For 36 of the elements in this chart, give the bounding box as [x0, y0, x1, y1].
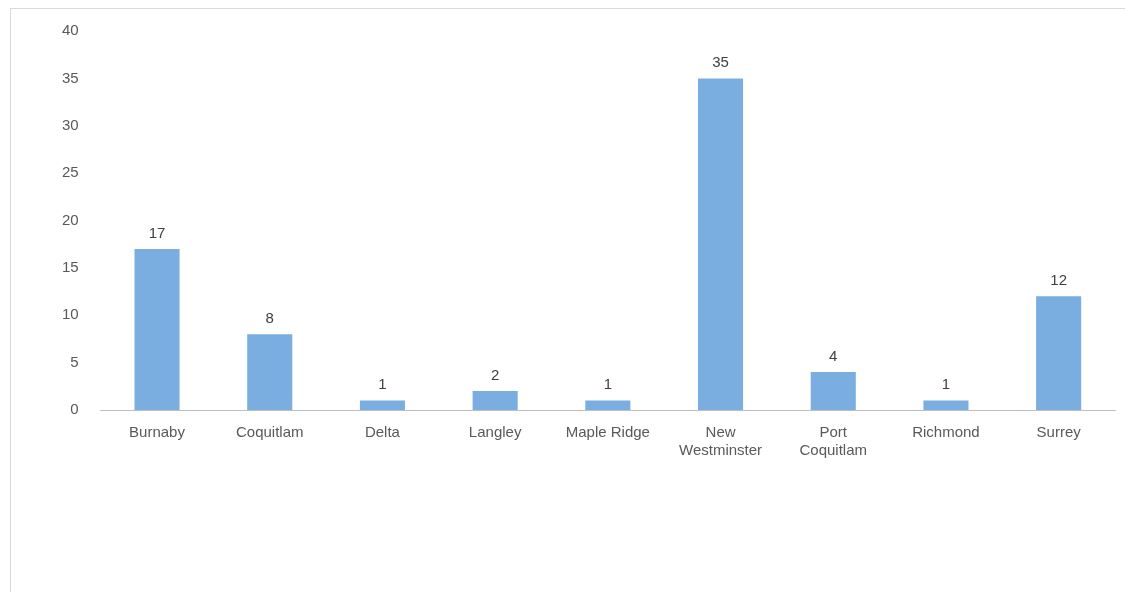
bar [1036, 296, 1082, 410]
data-label: 4 [829, 346, 838, 364]
data-label: 1 [378, 375, 387, 393]
data-label: 17 [148, 223, 166, 241]
x-tick-label: Maple Ridge [565, 423, 650, 441]
data-label: 2 [490, 365, 500, 383]
x-tick-label: New Westminster [679, 423, 763, 459]
y-tick-label: 15 [62, 258, 79, 276]
data-label: 8 [265, 308, 274, 326]
bar [134, 248, 180, 410]
y-tick-label: 35 [62, 68, 79, 86]
x-tick-label: Langley [468, 423, 522, 441]
y-tick-label: 30 [62, 115, 79, 133]
y-tick-label: 25 [62, 163, 79, 181]
x-tick-label: Coquitlam [235, 423, 304, 441]
bar [247, 334, 293, 410]
y-tick-label: 0 [70, 400, 79, 418]
y-tick-label: 5 [70, 352, 79, 370]
x-tick-label: Burnaby [129, 423, 186, 441]
bar [698, 78, 744, 410]
x-tick-label: Delta [364, 423, 401, 441]
bar [359, 400, 405, 410]
y-tick-label: 40 [62, 21, 79, 39]
bar [472, 391, 518, 410]
x-tick-label: Port Coquitlam [799, 423, 868, 459]
data-label: 35 [712, 53, 729, 71]
bar [810, 372, 856, 410]
bar [585, 400, 631, 410]
data-label: 1 [603, 375, 613, 393]
y-tick-label: 20 [62, 210, 79, 228]
y-tick-label: 10 [62, 305, 79, 323]
data-label: 1 [941, 375, 951, 393]
bar [923, 400, 969, 410]
x-tick-label: Surrey [1036, 423, 1082, 441]
data-label: 12 [1050, 270, 1067, 288]
x-tick-label: Richmond [912, 423, 980, 441]
